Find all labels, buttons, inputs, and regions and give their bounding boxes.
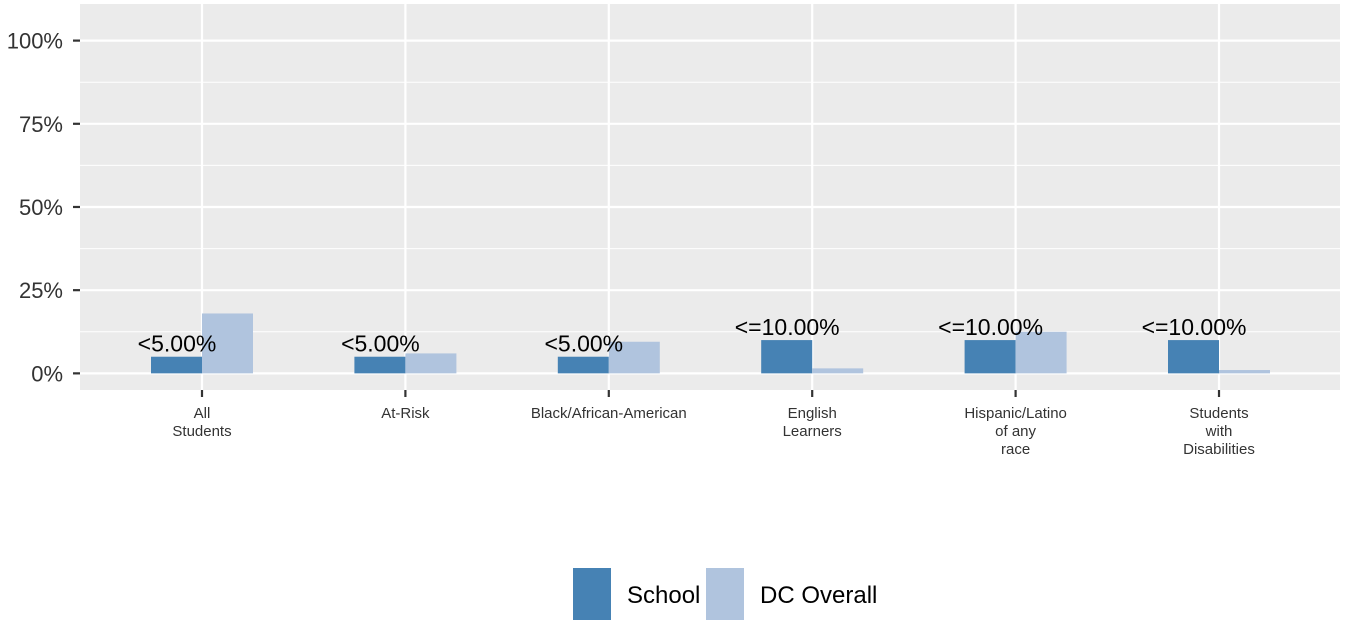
dc-overall-bar <box>812 368 864 374</box>
y-tick-label: 25% <box>19 278 63 303</box>
x-tick-label: All Students <box>172 405 231 440</box>
x-tick-label-line: All <box>194 405 211 422</box>
x-tick-label-line: of any <box>995 423 1036 440</box>
x-tick-label-line: At-Risk <box>381 405 430 422</box>
x-tick-label: English Learners <box>783 405 842 440</box>
school-bar <box>761 340 813 374</box>
gridlines <box>80 4 1340 390</box>
x-tick-label-line: Disabilities <box>1183 441 1255 458</box>
y-tick-label: 0% <box>31 361 63 386</box>
legend-item-dc-overall: DC Overall <box>706 568 877 620</box>
data-label: <5.00% <box>138 331 217 357</box>
legend: School DC Overall <box>573 568 877 620</box>
data-label: <=10.00% <box>1142 314 1247 340</box>
x-tick-label-line: race <box>1001 441 1030 458</box>
y-tick-label: 75% <box>19 112 63 137</box>
legend-label: DC Overall <box>760 582 877 609</box>
x-tick-label-line: Hispanic/Latino <box>964 405 1067 422</box>
legend-swatch <box>573 568 611 620</box>
school-bar <box>354 356 406 374</box>
legend-item-school: School <box>573 568 700 620</box>
x-tick-label: At-Risk <box>381 405 430 422</box>
legend-label: School <box>627 582 700 609</box>
x-tick-label-line: with <box>1205 423 1233 440</box>
y-tick-label: 100% <box>7 29 63 54</box>
school-bar <box>964 340 1016 374</box>
data-labels: <5.00% <5.00% <5.00% <=10.00% <=10.00% <=10.0… <box>138 314 1247 357</box>
x-tick-label-line: Black/African-American <box>531 405 687 422</box>
dc-overall-bar <box>608 341 660 374</box>
x-tick-label-line: Learners <box>783 423 842 440</box>
plot-panel <box>80 4 1340 390</box>
data-label: <=10.00% <box>938 314 1043 340</box>
dc-overall-bar <box>1015 331 1067 374</box>
x-tick-label: Students with Disabilities <box>1183 405 1255 458</box>
y-tick-label: 50% <box>19 195 63 220</box>
x-tick-label-line: Students <box>172 423 231 440</box>
data-label: <5.00% <box>341 331 420 357</box>
data-label: <5.00% <box>544 331 623 357</box>
bars <box>151 313 1270 374</box>
dc-overall-bar <box>405 353 457 374</box>
legend-swatch <box>706 568 744 620</box>
x-tick-label: Black/African-American <box>531 405 687 422</box>
x-tick-label: Hispanic/Latino of any race <box>964 405 1067 458</box>
data-label: <=10.00% <box>735 314 840 340</box>
dc-overall-bar <box>1219 370 1270 374</box>
school-bar <box>1168 340 1219 374</box>
x-tick-label-line: Students <box>1189 405 1248 422</box>
school-bar <box>557 356 609 374</box>
dc-overall-bar <box>202 313 253 374</box>
school-bar <box>151 356 202 374</box>
x-tick-label-line: English <box>788 405 837 422</box>
panel-background <box>80 4 1340 390</box>
